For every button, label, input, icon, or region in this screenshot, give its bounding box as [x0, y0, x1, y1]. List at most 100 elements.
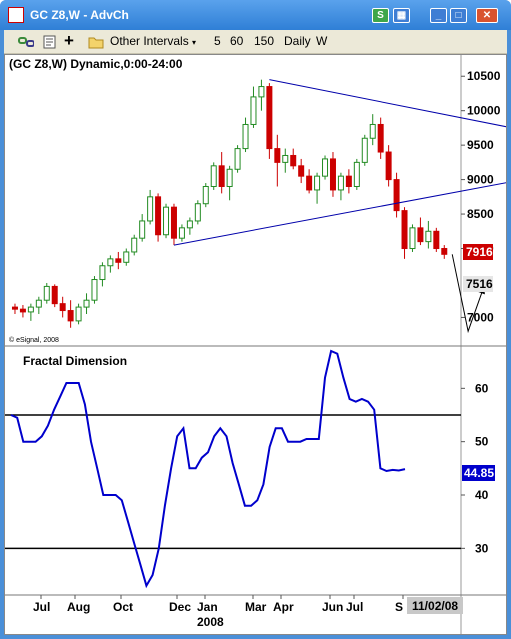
toolbar: + Other Intervals ▾ 5 60 150 Daily W — [4, 30, 507, 54]
candle-body — [417, 227, 424, 243]
candle-body — [353, 161, 360, 187]
chart-canvas[interactable]: (GC Z8,W) Dynamic,0:00-24:00 © eSignal, … — [5, 55, 511, 634]
candle-body — [218, 165, 225, 187]
last-price-value: 7916 — [466, 245, 493, 259]
candle-body — [11, 306, 18, 310]
copyright-label: © eSignal, 2008 — [9, 336, 59, 344]
price-tick-label: 8500 — [467, 207, 494, 221]
candle-body — [329, 158, 336, 191]
interval-5[interactable]: 5 — [214, 34, 221, 48]
candle-body — [115, 258, 122, 263]
marker-price-value: 7516 — [466, 277, 493, 291]
candle-body — [393, 179, 400, 212]
candle-body — [385, 151, 392, 181]
candle-body — [401, 210, 408, 250]
interval-weekly[interactable]: W — [316, 34, 328, 48]
indicator-value: 44.85 — [464, 466, 494, 480]
candle-body — [19, 308, 26, 313]
maximize-button[interactable]: □ — [450, 8, 467, 23]
candle-body — [27, 306, 34, 313]
last-price-badge — [463, 244, 493, 260]
candle-body — [266, 86, 273, 150]
candle-body — [345, 175, 352, 187]
cursor-date: 11/02/08 — [412, 599, 458, 613]
candle-body — [409, 227, 416, 250]
price-tick-label: 10000 — [467, 104, 501, 118]
title-bar[interactable]: GC Z8,W - AdvCh S ▦ _ □ ✕ — [0, 0, 511, 30]
price-tick-label: 10500 — [467, 69, 501, 83]
candle-body — [226, 168, 233, 187]
fractal-dimension-line — [10, 349, 406, 589]
add-icon[interactable]: + — [64, 31, 74, 50]
candle-body — [258, 86, 265, 98]
candle-body — [194, 203, 201, 222]
price-pane[interactable] — [5, 55, 461, 346]
candle-body — [107, 258, 114, 267]
tile-icon[interactable]: ▦ — [393, 8, 410, 23]
candle-body — [441, 248, 448, 255]
properties-icon[interactable] — [42, 35, 58, 49]
projection-path — [451, 254, 485, 334]
candle-body — [274, 148, 281, 163]
other-intervals-label: Other Intervals — [110, 34, 189, 48]
x-tick-label: Mar — [245, 600, 267, 614]
chart-frame: (GC Z8,W) Dynamic,0:00-24:00 © eSignal, … — [4, 54, 511, 635]
candlestick-series — [11, 79, 448, 328]
candle-body — [298, 165, 305, 177]
x-axis: Jul Aug Oct Dec Jan Mar Apr Jun Jul S — [33, 595, 404, 614]
indicator-reference-lines — [5, 414, 461, 550]
candle-body — [178, 227, 185, 239]
x-tick-label: Jul — [346, 600, 363, 614]
indicator-value-badge — [462, 465, 495, 481]
candle-body — [67, 310, 74, 322]
candle-body — [234, 148, 241, 170]
indicator-title: Fractal Dimension — [23, 354, 127, 368]
candle-body — [163, 206, 170, 236]
candle-body — [35, 299, 42, 308]
candle-body — [282, 154, 289, 163]
trendline — [269, 79, 511, 129]
candle-body — [170, 206, 177, 239]
x-tick-label: Jul — [33, 600, 50, 614]
window-title: GC Z8,W - AdvCh — [30, 8, 129, 22]
x-tick-label: Dec — [169, 600, 191, 614]
interval-60[interactable]: 60 — [230, 34, 244, 48]
candle-body — [250, 96, 257, 125]
interval-150[interactable]: 150 — [254, 34, 275, 48]
link-icon[interactable]: S — [372, 8, 389, 23]
interval-daily[interactable]: Daily — [284, 34, 311, 48]
indicator-tick-label: 60 — [475, 381, 489, 395]
candle-body — [361, 137, 368, 163]
candle-body — [433, 230, 440, 250]
candle-body — [139, 220, 146, 239]
chevron-down-icon: ▾ — [192, 38, 197, 47]
marker-price-badge — [463, 276, 493, 292]
candle-body — [43, 285, 50, 301]
triangle-trendlines — [173, 79, 511, 246]
candle-body — [369, 123, 376, 139]
trendline — [173, 181, 511, 246]
other-intervals-dropdown[interactable]: Other Intervals ▾ — [110, 34, 196, 48]
candle-body — [377, 123, 384, 153]
candle-body — [83, 299, 90, 308]
candle-body — [91, 279, 98, 301]
folder-icon[interactable] — [88, 35, 104, 49]
x-tick-label: Apr — [273, 600, 294, 614]
link-chain-icon[interactable] — [18, 35, 34, 49]
x-tick-label: Aug — [67, 600, 90, 614]
candle-body — [425, 230, 432, 243]
price-chart-header: (GC Z8,W) Dynamic,0:00-24:00 — [9, 57, 183, 71]
candle-body — [123, 251, 130, 263]
candle-body — [51, 285, 58, 305]
price-tick-label: 9000 — [467, 173, 494, 187]
candle-body — [186, 220, 193, 229]
candle-body — [290, 154, 297, 167]
close-button[interactable]: ✕ — [476, 8, 498, 23]
x-tick-label: S — [395, 600, 403, 614]
x-tick-label: Jan — [197, 600, 218, 614]
indicator-tick-label: 30 — [475, 541, 489, 555]
price-tick-label: 9500 — [467, 138, 494, 152]
minimize-button[interactable]: _ — [430, 8, 447, 23]
candle-body — [99, 265, 106, 281]
